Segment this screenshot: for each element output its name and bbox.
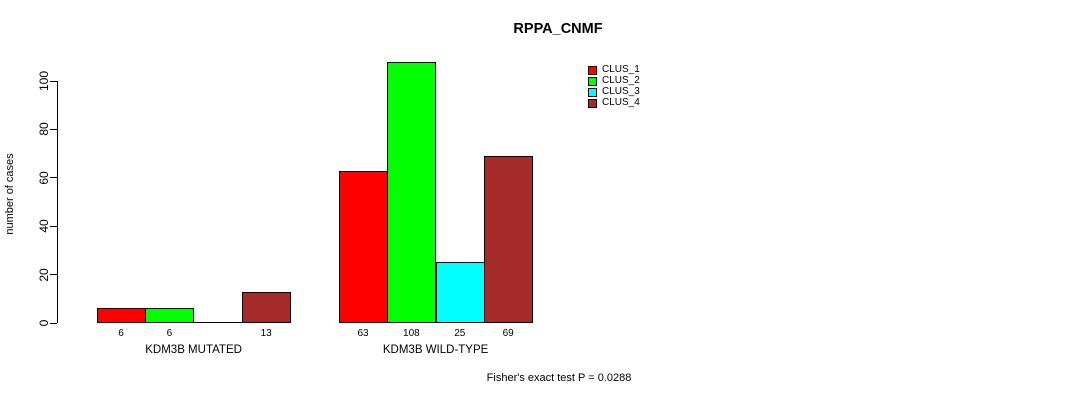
y-tick-label: 0 xyxy=(37,319,51,327)
y-tick-mark xyxy=(50,128,57,130)
bar-clus_3 xyxy=(436,262,485,323)
legend-label: CLUS_1 xyxy=(602,64,640,75)
legend-label: CLUS_3 xyxy=(602,86,640,97)
legend-swatch-clus_3 xyxy=(588,87,597,97)
y-tick-label: 20 xyxy=(37,267,51,282)
y-tick-label: 60 xyxy=(37,171,51,185)
y-tick-label: 40 xyxy=(37,219,51,233)
bar-value-label: 25 xyxy=(454,328,466,339)
bar-value-label: 13 xyxy=(260,328,272,339)
bar-clus_2 xyxy=(145,308,194,323)
y-tick-mark xyxy=(50,80,57,82)
y-axis-line xyxy=(57,81,58,323)
bar-clus_1 xyxy=(97,308,146,323)
bar-value-label: 63 xyxy=(357,328,369,339)
x-group-label: KDM3B MUTATED xyxy=(145,344,242,356)
y-tick-mark xyxy=(50,322,57,324)
legend-label: CLUS_2 xyxy=(602,75,640,86)
legend-item: CLUS_3 xyxy=(588,87,640,97)
y-tick-label: 100 xyxy=(37,70,51,92)
y-axis-label: number of cases xyxy=(4,153,16,235)
y-tick-label: 80 xyxy=(37,122,51,137)
bar-clus_2 xyxy=(387,62,436,323)
legend-swatch-clus_1 xyxy=(588,65,597,75)
legend-swatch-clus_2 xyxy=(588,76,597,86)
bar-value-label: 108 xyxy=(403,328,420,339)
bar-value-label: 69 xyxy=(502,328,514,339)
fisher-test-annotation: Fisher's exact test P = 0.0288 xyxy=(486,372,632,384)
bar-clus_4 xyxy=(242,292,291,323)
bar-clus_3-zero xyxy=(194,322,243,323)
y-tick-mark xyxy=(50,177,57,179)
chart-title: RPPA_CNMF xyxy=(513,21,603,37)
y-tick-mark xyxy=(50,225,57,227)
y-tick-mark xyxy=(50,274,57,276)
x-group-label: KDM3B WILD-TYPE xyxy=(382,344,489,356)
legend-item: CLUS_2 xyxy=(588,76,640,86)
bar-value-label: 6 xyxy=(118,328,124,339)
bar-clus_1 xyxy=(339,171,388,323)
legend-label: CLUS_4 xyxy=(602,97,640,108)
legend-item: CLUS_4 xyxy=(588,98,640,108)
legend-swatch-clus_4 xyxy=(588,98,597,108)
legend-item: CLUS_1 xyxy=(588,65,640,75)
bar-clus_4 xyxy=(484,156,533,323)
bar-value-label: 6 xyxy=(166,328,173,339)
